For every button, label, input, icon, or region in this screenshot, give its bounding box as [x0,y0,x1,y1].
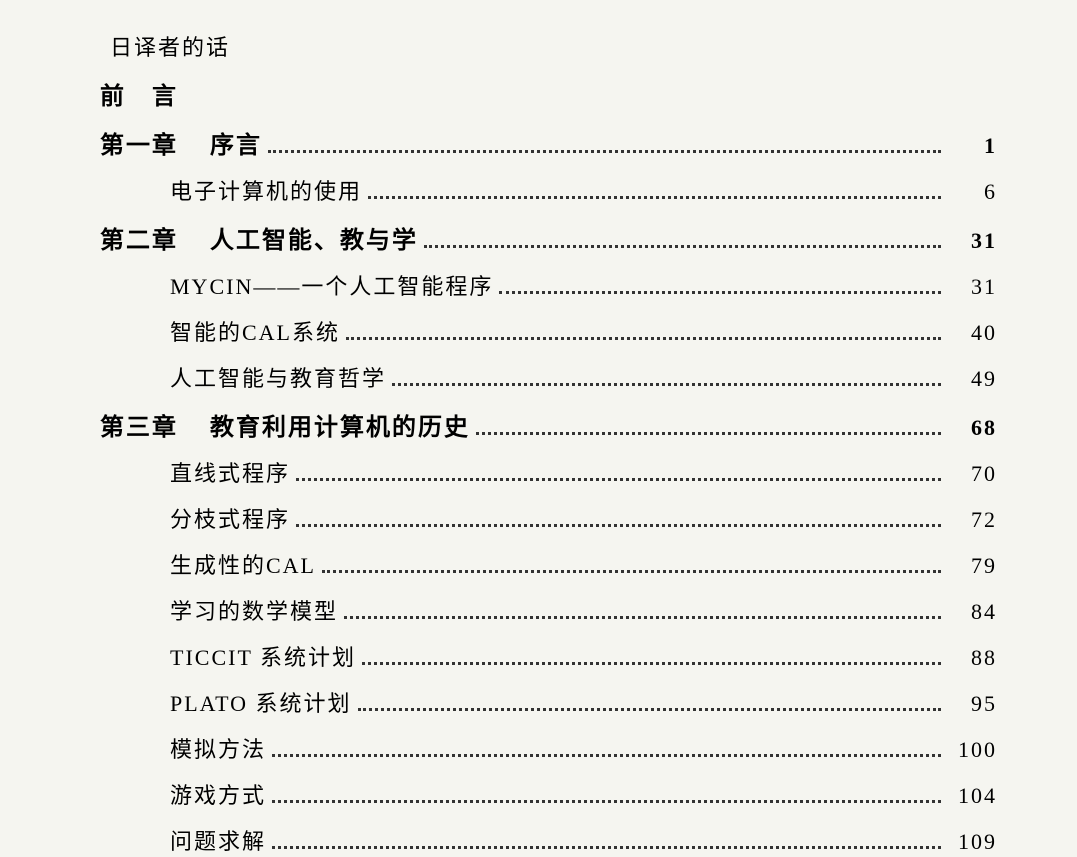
toc-entry: 人工智能与教育哲学 49 [170,361,997,393]
dot-leader [346,337,941,340]
toc-page-number: 31 [949,274,997,300]
table-of-contents: 日译者的话前 言第一章序言1电子计算机的使用6第二章人工智能、教与学31MYCI… [100,30,997,856]
toc-page-number: 1 [949,133,997,159]
dot-leader [424,245,941,248]
dot-leader [358,708,941,711]
dot-leader [268,150,941,153]
toc-entry-label: 人工智能与教育哲学 [170,361,386,393]
toc-page-number: 72 [949,507,997,533]
toc-entry-label: MYCIN——一个人工智能程序 [170,269,493,301]
toc-page-number: 84 [949,599,997,625]
toc-entry-label: 前 言 [100,76,178,111]
dot-leader [392,383,941,386]
dot-leader [296,524,941,527]
toc-chapter-number: 第二章 [100,220,210,255]
toc-page-number: 68 [949,415,997,441]
toc-entry: 第一章序言 1 [100,125,997,160]
toc-page-number: 49 [949,366,997,392]
toc-entry-label: 生成性的CAL [170,548,316,580]
toc-page-number: 31 [949,228,997,254]
toc-entry: 电子计算机的使用 6 [170,174,997,206]
toc-entry-label: 智能的CAL系统 [170,315,340,347]
dot-leader [272,800,941,803]
toc-chapter-number: 第三章 [100,407,210,442]
toc-entry-label: 游戏方式 [170,778,266,810]
toc-entry: MYCIN——一个人工智能程序 31 [170,269,997,301]
toc-page-number: 109 [949,829,997,855]
toc-entry: 第三章教育利用计算机的历史 68 [100,407,997,442]
toc-entry-label: 直线式程序 [170,456,290,488]
toc-entry-label: 第二章人工智能、教与学 [100,220,418,255]
toc-chapter-title: 教育利用计算机的历史 [210,415,470,441]
dot-leader [344,616,941,619]
toc-page-number: 6 [949,179,997,205]
dot-leader [368,196,941,199]
dot-leader [322,570,941,573]
toc-entry: 生成性的CAL 79 [170,548,997,580]
toc-page-number: 40 [949,320,997,346]
toc-entry-label: PLATO 系统计划 [170,686,352,718]
toc-page-number: 88 [949,645,997,671]
dot-leader [272,754,941,757]
dot-leader [296,478,941,481]
toc-page-number: 79 [949,553,997,579]
toc-chapter-title: 序言 [210,133,262,159]
toc-entry: 学习的数学模型 84 [170,594,997,626]
toc-entry: 智能的CAL系统 40 [170,315,997,347]
toc-entry: 第二章人工智能、教与学 31 [100,220,997,255]
toc-entry: 日译者的话 [110,30,997,62]
dot-leader [272,846,941,849]
toc-entry: TICCIT 系统计划 88 [170,640,997,672]
toc-entry-label: TICCIT 系统计划 [170,640,356,672]
toc-entry: 问题求解 109 [170,824,997,856]
toc-entry: 模拟方法 100 [170,732,997,764]
toc-entry: PLATO 系统计划 95 [170,686,997,718]
toc-chapter-number: 第一章 [100,125,210,160]
toc-entry-label: 分枝式程序 [170,502,290,534]
toc-page-number: 100 [949,737,997,763]
toc-entry-label: 日译者的话 [110,30,230,62]
toc-page-number: 95 [949,691,997,717]
toc-entry: 前 言 [100,76,997,111]
dot-leader [476,432,941,435]
toc-page-number: 104 [949,783,997,809]
toc-entry-label: 模拟方法 [170,732,266,764]
dot-leader [499,291,941,294]
toc-entry: 直线式程序 70 [170,456,997,488]
dot-leader [362,662,941,665]
toc-entry-label: 第一章序言 [100,125,262,160]
toc-entry-label: 学习的数学模型 [170,594,338,626]
toc-entry-label: 问题求解 [170,824,266,856]
toc-entry: 分枝式程序 72 [170,502,997,534]
toc-entry: 游戏方式 104 [170,778,997,810]
toc-entry-label: 电子计算机的使用 [170,174,362,206]
toc-page-number: 70 [949,461,997,487]
toc-chapter-title: 人工智能、教与学 [210,228,418,254]
toc-entry-label: 第三章教育利用计算机的历史 [100,407,470,442]
